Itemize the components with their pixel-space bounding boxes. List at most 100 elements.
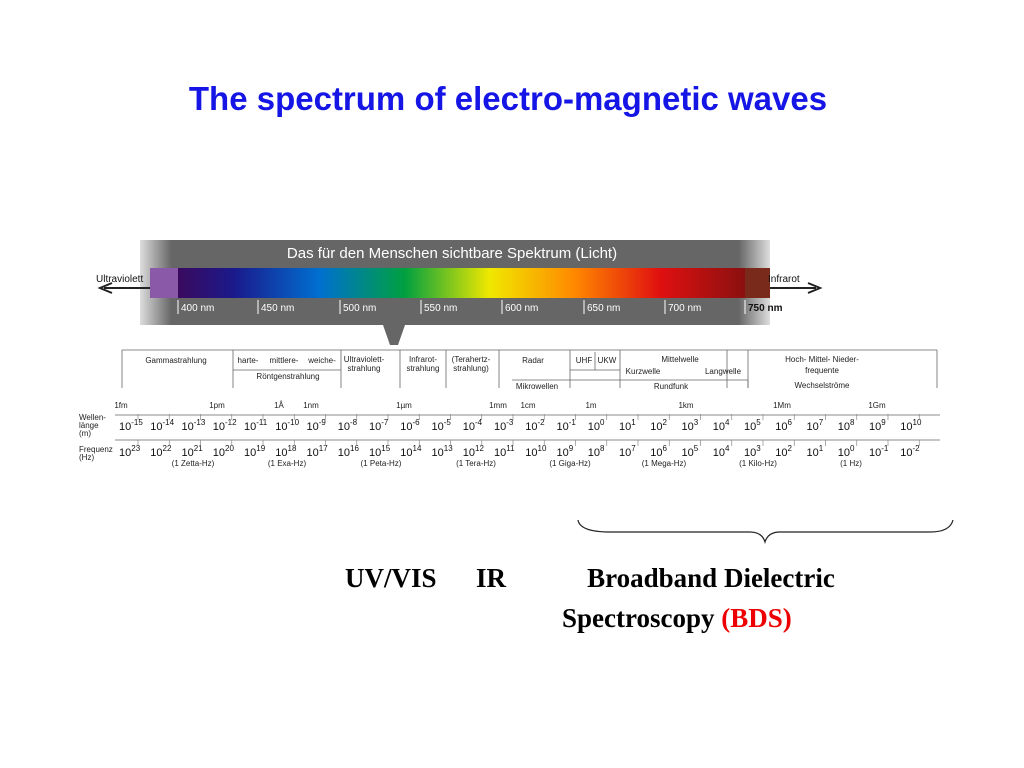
caption-bds: Broadband Dielectric — [587, 563, 835, 593]
wavelength-power: 109 — [869, 418, 886, 433]
power-exponent: 11 — [506, 444, 515, 453]
uv-label: Ultraviolett — [96, 274, 143, 285]
power-exponent: -9 — [319, 418, 327, 427]
axis-label: länge — [79, 421, 99, 430]
frequency-power: 100 — [838, 444, 855, 459]
wavelength-power: 10-13 — [182, 418, 206, 433]
axis-label: (m) — [79, 429, 91, 438]
power-base: 10 — [682, 421, 694, 433]
power-exponent: 3 — [756, 444, 761, 453]
power-exponent: 21 — [194, 444, 203, 453]
power-base: 10 — [744, 447, 756, 459]
power-exponent: -10 — [288, 418, 300, 427]
power-base: 10 — [369, 447, 381, 459]
frequency-note: (1 Mega-Hz) — [642, 459, 687, 468]
power-exponent: 17 — [319, 444, 328, 453]
band-label: strahlung — [407, 364, 440, 373]
ir-region — [745, 268, 770, 298]
wavelength-power: 102 — [650, 418, 667, 433]
power-base: 10 — [838, 447, 850, 459]
band-label: Mikrowellen — [516, 382, 558, 391]
power-base: 10 — [775, 447, 787, 459]
power-base: 10 — [463, 447, 475, 459]
unit-label: 1nm — [303, 401, 319, 410]
power-exponent: 6 — [788, 418, 793, 427]
power-exponent: -15 — [131, 418, 143, 427]
power-base: 10 — [338, 421, 350, 433]
power-exponent: 18 — [288, 444, 297, 453]
power-base: 10 — [338, 447, 350, 459]
frequency-power: 10-1 — [869, 444, 889, 459]
band-label: Wechselströme — [795, 381, 851, 390]
wavelength-power: 10-4 — [463, 418, 483, 433]
power-exponent: -3 — [506, 418, 514, 427]
power-exponent: 7 — [819, 418, 824, 427]
power-exponent: 0 — [600, 418, 605, 427]
frequency-power: 102 — [775, 444, 792, 459]
power-exponent: 15 — [381, 444, 390, 453]
power-base: 10 — [432, 447, 444, 459]
band-label: Radar — [522, 356, 544, 365]
power-exponent: 1 — [819, 444, 824, 453]
power-base: 10 — [307, 421, 319, 433]
band-label: frequente — [805, 366, 839, 375]
power-exponent: 9 — [569, 444, 574, 453]
frequency-note: (1 Zetta-Hz) — [172, 459, 215, 468]
power-base: 10 — [869, 447, 881, 459]
band-brackets — [121, 349, 938, 388]
band-label: Langwelle — [705, 367, 742, 376]
power-base: 10 — [838, 421, 850, 433]
unit-label: 1Mm — [773, 401, 791, 410]
axis-label: Wellen- — [79, 413, 106, 422]
power-base: 10 — [275, 447, 287, 459]
power-base: 10 — [713, 447, 725, 459]
frequency-power: 1010 — [525, 444, 547, 459]
frequency-power: 1015 — [369, 444, 391, 459]
frequency-power: 1021 — [182, 444, 204, 459]
power-base: 10 — [244, 421, 256, 433]
power-base: 10 — [119, 421, 131, 433]
band-label: strahlung) — [453, 364, 489, 373]
frequency-power: 1020 — [213, 444, 235, 459]
power-exponent: 13 — [444, 444, 453, 453]
frequency-note: (1 Exa-Hz) — [268, 459, 307, 468]
wavelength-power: 10-12 — [213, 418, 237, 433]
power-base: 10 — [275, 421, 287, 433]
wl-label: 500 nm — [343, 303, 376, 314]
wl-label: 600 nm — [505, 303, 538, 314]
frequency-note: (1 Giga-Hz) — [549, 459, 591, 468]
power-exponent: 16 — [350, 444, 359, 453]
power-exponent: -8 — [350, 418, 358, 427]
power-exponent: 5 — [694, 444, 699, 453]
wl-label: 650 nm — [587, 303, 620, 314]
wavelength-power: 10-10 — [275, 418, 299, 433]
frequency-power: 10-2 — [900, 444, 920, 459]
wavelength-power: 106 — [775, 418, 792, 433]
power-base: 10 — [369, 421, 381, 433]
band-label: Rundfunk — [654, 382, 689, 391]
power-exponent: 0 — [850, 444, 855, 453]
power-base: 10 — [900, 421, 912, 433]
power-exponent: 6 — [663, 444, 668, 453]
wl-label: 700 nm — [668, 303, 701, 314]
frequency-power: 105 — [682, 444, 699, 459]
caption-bds-abbr: (BDS) — [721, 603, 792, 633]
wavelength-power: 10-8 — [338, 418, 358, 433]
frequency-power: 108 — [588, 444, 605, 459]
power-base: 10 — [650, 421, 662, 433]
axes — [115, 414, 940, 441]
power-base: 10 — [588, 421, 600, 433]
frequency-power: 1013 — [432, 444, 454, 459]
power-base: 10 — [463, 421, 475, 433]
wl-label: 750 nm — [748, 303, 783, 314]
power-base: 10 — [307, 447, 319, 459]
power-exponent: -6 — [413, 418, 421, 427]
power-base: 10 — [244, 447, 256, 459]
frequency-power: 1019 — [244, 444, 266, 459]
spectrum-gradient — [178, 268, 745, 298]
band-label: (Terahertz- — [452, 355, 491, 364]
frequency-power: 1011 — [494, 444, 515, 459]
frequency-note: (1 Kilo-Hz) — [739, 459, 777, 468]
wavelength-power: 10-3 — [494, 418, 514, 433]
